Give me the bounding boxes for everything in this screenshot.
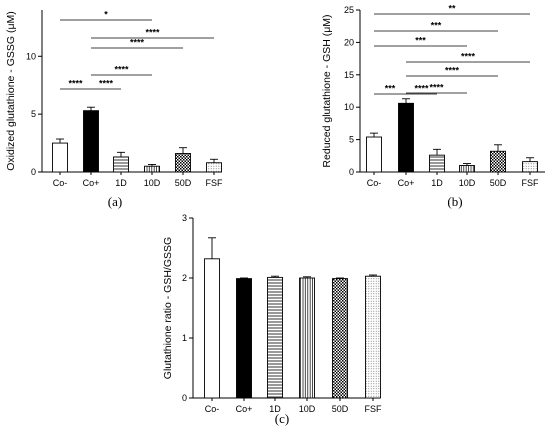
y-tick-label: 10 — [26, 51, 36, 61]
bar-50d — [175, 153, 191, 173]
y-tick-label: 5 — [31, 109, 36, 119]
bar-co — [83, 110, 99, 173]
bar-1d — [267, 276, 283, 399]
y-axis-label: Glutathione ratio - GSH/GSSG — [162, 237, 174, 379]
x-tick-label: 50D — [332, 404, 349, 414]
y-tick-label: 0 — [31, 167, 36, 177]
x-tick-label: 1D — [269, 404, 281, 414]
y-tick-label: 3 — [182, 213, 187, 223]
significance-label: **** — [99, 79, 114, 89]
y-tick-label: 2 — [182, 273, 187, 283]
significance-label: *** — [385, 84, 396, 94]
panel-label: (c) — [275, 411, 289, 426]
bar-1d — [429, 154, 445, 173]
significance-label: **** — [429, 83, 444, 93]
panel-b: 0 5 10 15 20 25 Reduced glutathione - GSH (μM)… — [321, 4, 545, 209]
significance-label: **** — [68, 79, 83, 89]
significance-label: *** — [415, 36, 426, 46]
x-tick-label: 1D — [431, 178, 443, 188]
bar-co — [236, 278, 252, 399]
y-tick-label: 0 — [349, 167, 354, 177]
x-tick-label: 50D — [175, 178, 192, 188]
bar-co — [204, 258, 220, 399]
bar-fsf — [522, 161, 538, 173]
panel-c: 0 1 2 3 Glutathione ratio - GSH/GSSG Co- Co+ 1D… — [162, 213, 382, 426]
y-tick-label: 0 — [182, 393, 187, 403]
x-tick-label: 10D — [299, 404, 316, 414]
x-tick-label: FSF — [206, 178, 224, 188]
y-tick-label: 25 — [344, 5, 354, 15]
significance-label: **** — [114, 65, 129, 75]
bar-co — [366, 136, 382, 173]
significance-label: **** — [445, 66, 460, 76]
x-tick-label: 50D — [490, 178, 507, 188]
panel-label: (b) — [447, 194, 462, 209]
significance-label: *** — [431, 21, 442, 31]
y-axis-label: Oxidized glutathione - GSSG (μM) — [5, 11, 17, 171]
y-tick-label: 10 — [344, 102, 354, 112]
y-tick-label: 1 — [182, 333, 187, 343]
significance-label: **** — [414, 84, 429, 94]
significance-label: **** — [145, 28, 160, 38]
bar-10d — [459, 165, 475, 173]
bar-10d — [144, 165, 160, 173]
x-tick-label: 1D — [115, 178, 127, 188]
x-tick-label: 10D — [459, 178, 476, 188]
y-tick-label: 20 — [344, 37, 354, 47]
panel-label: (a) — [108, 194, 122, 209]
x-tick-label: Co+ — [398, 178, 415, 188]
x-tick-label: Co+ — [236, 404, 253, 414]
significance-label: **** — [130, 38, 145, 48]
y-tick-label: 5 — [349, 135, 354, 145]
significance-label: ** — [448, 4, 456, 14]
y-axis-label: Reduced glutathione - GSH (μM) — [321, 14, 333, 167]
panel-a: 0 5 10 Oxidized glutathione - GSSG (μM) Co- C… — [5, 10, 223, 210]
bar-co — [398, 102, 414, 173]
bar-fsf — [365, 275, 381, 399]
significance-label: **** — [461, 52, 476, 62]
x-tick-label: Co- — [53, 178, 68, 188]
x-tick-label: 10D — [144, 178, 161, 188]
bar-co — [52, 142, 68, 173]
x-tick-label: FSF — [522, 178, 540, 188]
x-tick-label: Co+ — [83, 178, 100, 188]
bar-1d — [113, 156, 129, 173]
bar-50d — [332, 278, 348, 399]
bar-10d — [299, 277, 315, 399]
significance-label: * — [104, 10, 108, 20]
x-tick-label: Co- — [367, 178, 382, 188]
bar-50d — [490, 150, 506, 173]
x-tick-label: Co- — [205, 404, 220, 414]
x-tick-label: FSF — [365, 404, 383, 414]
bar-fsf — [206, 162, 222, 173]
y-tick-label: 15 — [344, 70, 354, 80]
